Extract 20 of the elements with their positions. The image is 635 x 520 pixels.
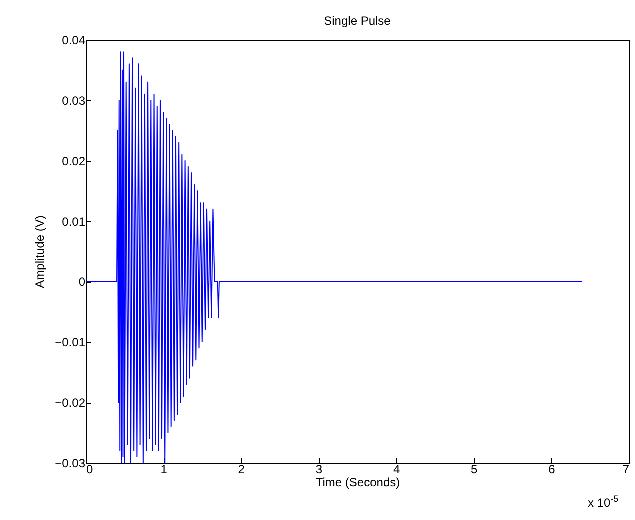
y-tick-label: 0.04 [62,34,86,48]
x-tick-label: 3 [316,462,323,476]
x-tick-label: 2 [238,462,246,476]
x-tick-label: 4 [393,462,400,476]
y-axis-title: Amplitude (V) [33,216,48,288]
line-series [86,52,583,464]
x-tick-label: 7 [622,462,630,476]
x-tick-label: 1 [160,462,168,476]
y-tick-label: 0.02 [62,154,86,168]
x-tick-label: 5 [471,462,478,476]
x-axis-title: Time (Seconds) [316,476,400,490]
chart-title: Single Pulse [324,14,392,28]
y-tick-label: 0 [78,275,86,290]
y-tick-label: −0.02 [55,396,86,410]
y-tick-label: −0.03 [55,456,86,470]
y-tick-label: 0.03 [62,94,86,108]
x-tick-label: 6 [548,462,556,476]
y-tick-label: 0.01 [62,214,86,229]
y-tick-label: −0.01 [55,336,86,350]
text: x 10$^{-5}$ [588,494,619,510]
